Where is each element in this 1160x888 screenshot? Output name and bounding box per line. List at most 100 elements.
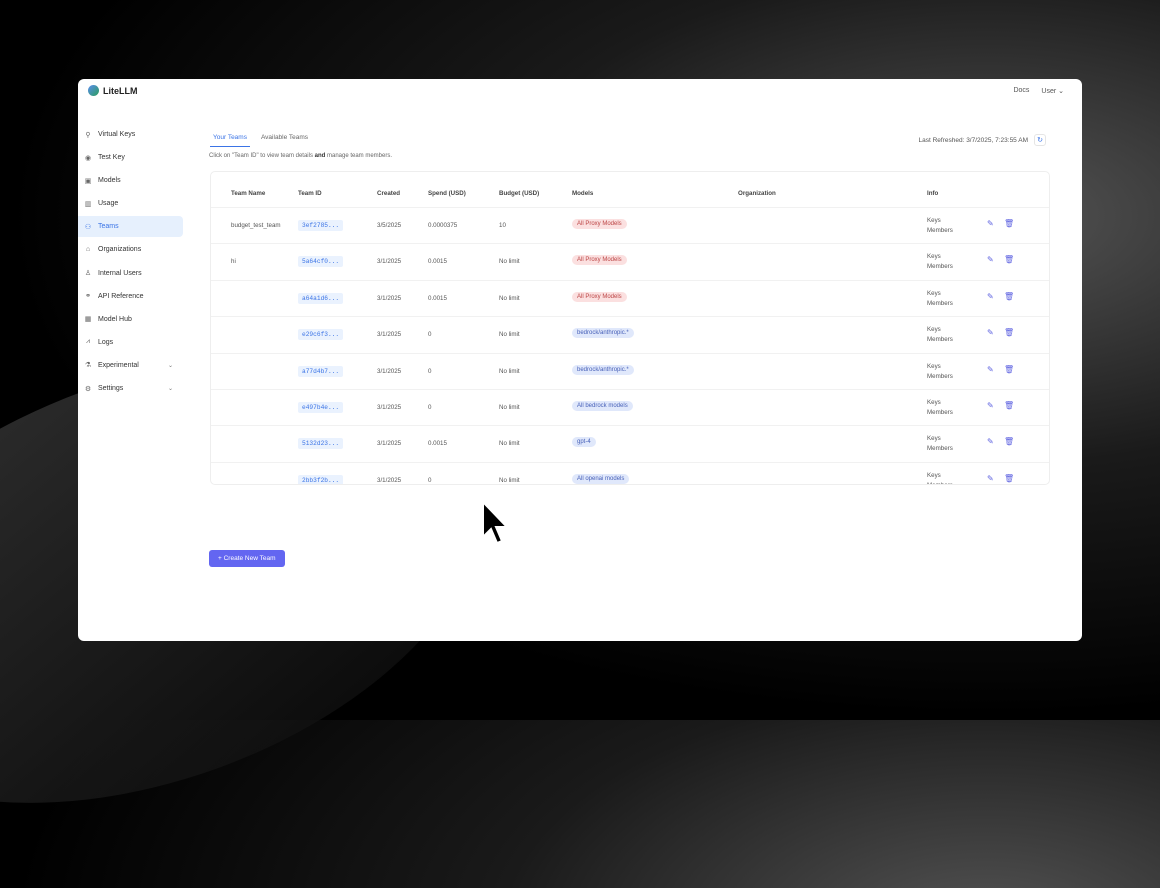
sidebar-item-models[interactable]: ▣ Models (78, 170, 183, 191)
sidebar-item-api-reference[interactable]: ⚭ API Reference (78, 286, 183, 307)
team-id-link[interactable]: 3ef2785... (298, 220, 344, 231)
team-name: budget_test_team (231, 222, 281, 229)
created-date: 3/1/2025 (377, 476, 402, 484)
table-row: a64a1d6... 3/1/2025 0.0015 No limit All … (211, 279, 1049, 316)
team-id-link[interactable]: e497b4e... (298, 402, 344, 413)
table-row: 5132d23... 3/1/2025 0.0015 No limit gpt-… (211, 425, 1049, 461)
sidebar-item-label: API Reference (98, 292, 144, 300)
sidebar-item-settings[interactable]: ⚙ Settings ⌄ (78, 378, 183, 399)
keys-count: Keys (927, 326, 941, 334)
table-row: e29c6f3... 3/1/2025 0 No limit bedrock/a… (211, 316, 1049, 352)
column-header: Created (377, 190, 401, 197)
link-icon: ⚭ (85, 293, 91, 301)
edit-icon[interactable]: ✎ (987, 364, 994, 374)
logo[interactable]: LiteLLM (88, 85, 138, 96)
sidebar-item-teams[interactable]: ⚇ Teams (78, 216, 183, 238)
trash-icon[interactable]: 🗑 (1004, 364, 1015, 374)
bar-chart-icon: ▥ (84, 200, 92, 208)
edit-icon[interactable]: ✎ (987, 437, 994, 447)
trash-icon[interactable]: 🗑 (1004, 473, 1015, 483)
tab-your-teams[interactable]: Your Teams (210, 134, 250, 147)
column-header: Models (572, 190, 594, 197)
edit-icon[interactable]: ✎ (987, 219, 994, 228)
team-name: hi (231, 258, 236, 266)
team-id-link[interactable]: a64a1d6... (298, 292, 344, 304)
team-icon: ⚇ (84, 223, 92, 231)
edit-icon[interactable]: ✎ (987, 473, 994, 483)
members-count: Members (927, 372, 953, 380)
user-menu[interactable]: User ⌄ (1041, 87, 1064, 95)
edit-icon[interactable]: ✎ (987, 328, 994, 338)
keys-count: Keys (927, 399, 941, 406)
spend: 0 (428, 404, 432, 411)
sidebar-item-organizations[interactable]: ⌂ Organizations (78, 239, 183, 260)
sidebar-item-experimental[interactable]: ⚗ Experimental ⌄ (78, 355, 183, 376)
created-date: 3/1/2025 (377, 258, 402, 266)
keys-count: Keys (927, 217, 941, 224)
team-tabs: Your Teams Available Teams (210, 134, 311, 147)
model-badge: All openai models (572, 473, 630, 484)
keys-count: Keys (927, 471, 941, 479)
info: Keys Members (927, 362, 953, 382)
refresh-button[interactable]: ↻ (1034, 134, 1046, 146)
keys-count: Keys (927, 289, 941, 297)
members-count: Members (927, 445, 953, 453)
trash-icon[interactable]: 🗑 (1004, 219, 1015, 228)
trash-icon[interactable]: 🗑 (1004, 328, 1015, 338)
sidebar-item-test-key[interactable]: ◉ Test Key (78, 147, 183, 168)
sidebar-item-label: Internal Users (98, 269, 142, 277)
model-badge: All Proxy Models (572, 291, 627, 302)
model-badge: All Proxy Models (572, 219, 627, 229)
trash-icon[interactable]: 🗑 (1004, 255, 1015, 265)
spend: 0.0000375 (428, 222, 458, 229)
created-date: 3/1/2025 (377, 294, 402, 302)
chevron-down-icon: ⌄ (167, 386, 173, 393)
info: Keys Members (927, 434, 953, 454)
sidebar-item-internal-users[interactable]: ♙ Internal Users (78, 263, 183, 284)
team-id-link[interactable]: 2bb3f2b... (298, 474, 344, 484)
members-count: Members (927, 227, 953, 234)
column-header: Spend (USD) (428, 190, 466, 197)
table-row: budget_test_team 3ef2785... 3/5/2025 0.0… (211, 207, 1049, 243)
model-badge: All bedrock models (572, 401, 633, 411)
info: Keys Members (927, 471, 953, 484)
trash-icon[interactable]: 🗑 (1004, 437, 1015, 447)
budget: No limit (499, 294, 520, 302)
trash-icon[interactable]: 🗑 (1004, 291, 1015, 301)
team-id-link[interactable]: e29c6f3... (298, 329, 344, 341)
column-header: Budget (USD) (499, 190, 540, 197)
model-badge: bedrock/anthropic.* (572, 328, 634, 339)
refresh-icon: ↻ (1037, 137, 1043, 144)
spend: 0 (428, 476, 432, 484)
members-count: Members (927, 481, 953, 484)
budget: No limit (499, 440, 520, 448)
model-badge: All Proxy Models (572, 255, 627, 266)
team-id-link[interactable]: 5a64cf0... (298, 256, 344, 268)
column-header: Organization (738, 190, 776, 197)
sidebar-item-usage[interactable]: ▥ Usage (78, 193, 183, 214)
members-count: Members (927, 409, 953, 416)
edit-icon[interactable]: ✎ (987, 291, 994, 301)
play-circle-icon: ◉ (84, 154, 92, 162)
sidebar-item-logs[interactable]: ⩘ Logs (78, 332, 183, 353)
members-count: Members (927, 263, 953, 271)
table-row: hi 5a64cf0... 3/1/2025 0.0015 No limit A… (211, 243, 1049, 279)
spend: 0.0015 (428, 258, 447, 266)
trash-icon[interactable]: 🗑 (1004, 401, 1015, 410)
team-id-link[interactable]: a77d4b7... (298, 365, 344, 377)
sidebar-item-virtual-keys[interactable]: ⚲ Virtual Keys (78, 124, 183, 145)
user-label: User (1041, 88, 1057, 95)
user-icon: ♙ (84, 270, 92, 278)
tab-available-teams[interactable]: Available Teams (260, 134, 309, 141)
budget: No limit (499, 476, 520, 484)
docs-link[interactable]: Docs (1013, 87, 1030, 94)
create-new-team-button[interactable]: + Create New Team (209, 550, 285, 567)
team-id-link[interactable]: 5132d23... (298, 438, 344, 450)
sidebar-item-model-hub[interactable]: ▦ Model Hub (78, 309, 183, 330)
table-row: a77d4b7... 3/1/2025 0 No limit bedrock/a… (211, 352, 1049, 389)
hint-bold: and (314, 153, 326, 159)
sidebar-item-label: Organizations (98, 246, 142, 254)
edit-icon[interactable]: ✎ (987, 255, 994, 265)
sidebar-item-label: Model Hub (98, 315, 132, 323)
edit-icon[interactable]: ✎ (987, 401, 994, 410)
